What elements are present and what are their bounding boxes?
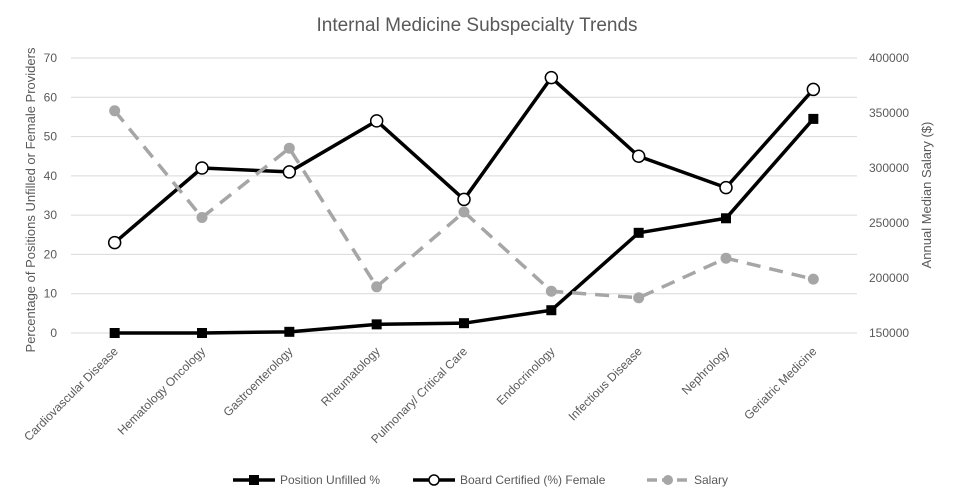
data-point <box>458 206 470 218</box>
data-point <box>283 142 295 154</box>
y-tick-label: 40 <box>44 169 58 183</box>
data-point <box>195 161 209 175</box>
x-tick-label: Gastroenterology <box>220 344 295 419</box>
data-point <box>633 292 645 304</box>
data-point <box>109 105 121 117</box>
legend-marker <box>428 474 440 486</box>
data-point <box>109 328 120 338</box>
y2-tick-label: 300000 <box>869 161 909 175</box>
y-tick-label: 60 <box>44 90 58 104</box>
x-tick-label: Cardiovascular Disease <box>21 344 121 444</box>
data-point <box>546 305 557 316</box>
data-point <box>371 319 382 330</box>
data-point <box>197 328 207 338</box>
y-tick-label: 20 <box>44 247 58 261</box>
y-tick-label: 50 <box>44 130 58 144</box>
x-tick-label: Hematology Oncology <box>115 344 208 437</box>
data-point <box>369 114 384 128</box>
x-tick-label: Nephrology <box>679 344 732 397</box>
x-tick-label: Infectious Disease <box>566 344 645 423</box>
data-point <box>545 285 557 297</box>
data-point <box>282 165 297 179</box>
data-point <box>808 113 819 124</box>
y2-axis-label: Annual Median Salary ($) <box>919 122 934 269</box>
series-line-0 <box>114 117 815 335</box>
data-point <box>457 192 471 207</box>
x-tick-label: Pulmonary/ Critical Care <box>368 344 470 446</box>
data-point <box>107 235 122 250</box>
x-tick-label: Rheumatology <box>318 344 383 409</box>
x-tick-label: Endocrinology <box>494 344 558 408</box>
data-point <box>720 252 732 264</box>
data-point <box>633 227 644 238</box>
data-point <box>719 180 733 195</box>
data-point <box>807 273 819 285</box>
y-tick-label: 10 <box>44 287 58 301</box>
data-point <box>371 281 383 293</box>
y2-tick-label: 350000 <box>869 106 909 120</box>
data-point <box>721 213 731 224</box>
y2-tick-label: 200000 <box>869 271 909 285</box>
chart-title: Internal Medicine Subspecialty Trends <box>316 15 637 36</box>
y2-tick-label: 400000 <box>869 51 909 65</box>
y-tick-label: 70 <box>44 51 58 65</box>
y2-tick-label: 150000 <box>869 326 909 340</box>
legend-marker <box>663 475 673 485</box>
legend-label: Position Unfilled % <box>280 473 380 487</box>
series-line-1 <box>113 75 815 244</box>
data-point <box>631 149 646 163</box>
data-point <box>544 70 559 85</box>
data-point <box>196 212 208 223</box>
data-point <box>806 82 821 97</box>
y2-tick-label: 250000 <box>869 216 909 230</box>
data-point <box>284 326 295 337</box>
y-tick-label: 30 <box>44 208 58 222</box>
x-tick-label: Geriatric Medicine <box>741 344 820 423</box>
legend-label: Board Certified (%) Female <box>460 473 606 487</box>
data-point <box>459 318 469 329</box>
legend-label: Salary <box>694 473 728 487</box>
y-axis-label: Percentage of Positions Unfilled or Fema… <box>23 47 38 352</box>
y-tick-label: 0 <box>50 326 57 340</box>
legend-marker <box>249 475 259 485</box>
